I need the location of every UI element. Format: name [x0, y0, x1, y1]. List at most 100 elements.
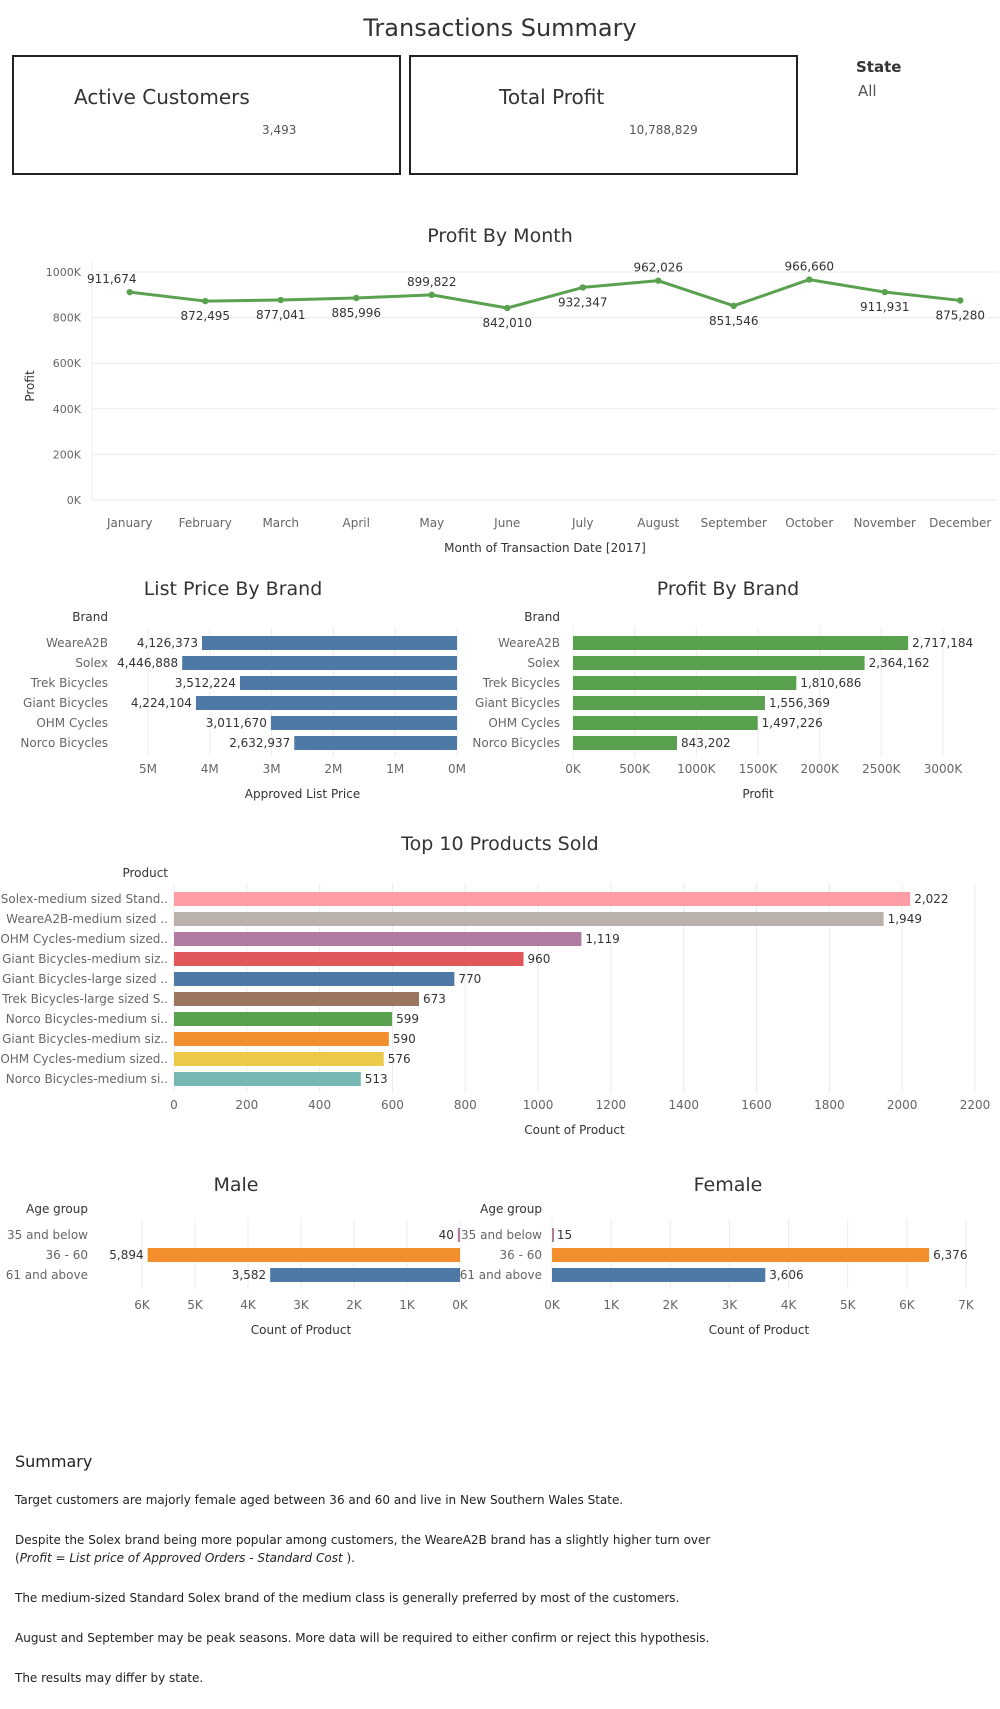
summary-point: The results may differ by state. — [15, 1671, 204, 1685]
category-label: Trek Bicycles-large sized S.. — [1, 992, 168, 1006]
data-label: 1,949 — [888, 912, 922, 926]
bar — [270, 716, 457, 730]
category-label: Giant Bicycles-medium siz.. — [2, 952, 168, 966]
x-tick-label: May — [419, 516, 444, 530]
x-tick-label: 1M — [386, 762, 404, 776]
bar — [174, 1052, 384, 1066]
x-tick-label: March — [262, 516, 299, 530]
bar — [573, 676, 797, 690]
data-label: 2,022 — [914, 892, 948, 906]
category-header: Brand — [524, 610, 560, 624]
x-tick-label: September — [701, 516, 767, 530]
category-header: Product — [122, 866, 168, 880]
data-label: 851,546 — [709, 314, 759, 328]
category-label: 36 - 60 — [500, 1248, 543, 1262]
bar — [573, 736, 677, 750]
x-axis-label: Profit — [742, 787, 774, 801]
data-label: 1,497,226 — [762, 716, 823, 730]
bar — [270, 1268, 460, 1282]
x-tick-label: 800 — [454, 1098, 477, 1112]
data-label: 932,347 — [558, 295, 608, 309]
x-tick-label: 4K — [781, 1298, 798, 1312]
summary-point: Target customers are majorly female aged… — [15, 1493, 624, 1507]
state-filter-value[interactable]: All — [858, 82, 877, 100]
category-label: Norco Bicycles-medium si.. — [6, 1012, 168, 1026]
y-tick-label: 800K — [53, 312, 82, 325]
bar — [182, 656, 458, 670]
data-label: 4,446,888 — [117, 656, 178, 670]
category-label: OHM Cycles — [488, 716, 560, 730]
data-label: 1,810,686 — [800, 676, 861, 690]
data-label: 3,512,224 — [175, 676, 236, 690]
category-label: 36 - 60 — [46, 1248, 89, 1262]
data-point — [126, 288, 133, 296]
category-label: Solex-medium sized Stand.. — [1, 892, 168, 906]
data-point — [655, 277, 662, 284]
category-label: OHM Cycles-medium sized.. — [0, 1052, 168, 1066]
male-age-group-chart: 6K 5K 4K 3K 2K 1K 0K Age group 35 and below 40 36 … — [6, 1202, 469, 1337]
bar — [174, 992, 420, 1006]
bar — [174, 1012, 393, 1026]
data-label: 843,202 — [681, 736, 731, 750]
x-tick-label: November — [854, 516, 916, 530]
list-price-by-brand-chart: 5M 4M 3M 2M 1M 0M Brand WeareA2B 4,126,373 Solex 4… — [20, 610, 466, 801]
data-label: 1,119 — [585, 932, 619, 946]
data-label: 15 — [557, 1228, 572, 1242]
x-tick-label: 7K — [958, 1298, 975, 1312]
x-tick-label: 2500K — [862, 762, 902, 776]
y-tick-label: 600K — [53, 357, 82, 370]
data-label: 885,996 — [331, 306, 381, 320]
x-tick-label: 1000K — [677, 762, 717, 776]
x-tick-label: 3000K — [924, 762, 964, 776]
x-tick-label: 0M — [448, 762, 466, 776]
category-header: Age group — [26, 1202, 88, 1216]
x-tick-label: June — [493, 516, 520, 530]
y-tick-label: 1000K — [46, 266, 82, 279]
summary-text: ( — [15, 1551, 20, 1565]
x-tick-label: 5K — [840, 1298, 857, 1312]
bar — [174, 892, 911, 906]
x-tick-label: 1800 — [814, 1098, 845, 1112]
category-label: WeareA2B — [498, 636, 560, 650]
bar — [174, 1072, 361, 1086]
x-tick-label: January — [106, 516, 153, 530]
x-tick-label: 1400 — [668, 1098, 699, 1112]
data-label: 673 — [423, 992, 446, 1006]
x-tick-label: 1K — [603, 1298, 620, 1312]
x-tick-label: 4M — [201, 762, 219, 776]
profit-by-month-chart: 0K 200K 400K 600K 800K 1000K January February Ma… — [23, 260, 998, 555]
x-tick-label: 0K — [565, 762, 582, 776]
data-point — [806, 276, 813, 283]
data-point — [730, 302, 737, 310]
bar — [552, 1248, 930, 1262]
data-point — [957, 297, 964, 304]
data-label: 2,364,162 — [869, 656, 930, 670]
data-point — [504, 304, 511, 312]
data-label: 4,126,373 — [137, 636, 198, 650]
bar — [294, 736, 457, 750]
bar — [573, 696, 765, 710]
data-point — [428, 291, 435, 299]
x-tick-label: 2000 — [887, 1098, 918, 1112]
category-label: Norco Bicycles-medium si.. — [6, 1072, 168, 1086]
category-label: WeareA2B — [46, 636, 108, 650]
summary-text: Despite the Solex brand being more popul… — [15, 1533, 711, 1547]
x-tick-label: 400 — [308, 1098, 331, 1112]
kpi-label: Active Customers — [74, 85, 250, 109]
x-tick-label: December — [929, 516, 991, 530]
x-tick-label: October — [785, 516, 833, 530]
data-label: 962,026 — [633, 261, 683, 275]
kpi-value: 3,493 — [262, 123, 297, 137]
x-tick-label: 0K — [452, 1298, 469, 1312]
data-label: 4,224,104 — [131, 696, 192, 710]
data-label: 590 — [393, 1032, 416, 1046]
kpi-value: 10,788,829 — [629, 123, 698, 137]
x-tick-label: 1000 — [523, 1098, 554, 1112]
bar — [195, 696, 457, 710]
bar — [552, 1268, 766, 1282]
x-tick-label: 4K — [240, 1298, 257, 1312]
data-point — [353, 294, 360, 302]
data-label: 3,606 — [769, 1268, 803, 1282]
x-tick-label: 3K — [722, 1298, 739, 1312]
profit-by-brand-chart: 0K 500K 1000K 1500K 2000K 2500K 3000K Brand Wear… — [472, 610, 973, 801]
